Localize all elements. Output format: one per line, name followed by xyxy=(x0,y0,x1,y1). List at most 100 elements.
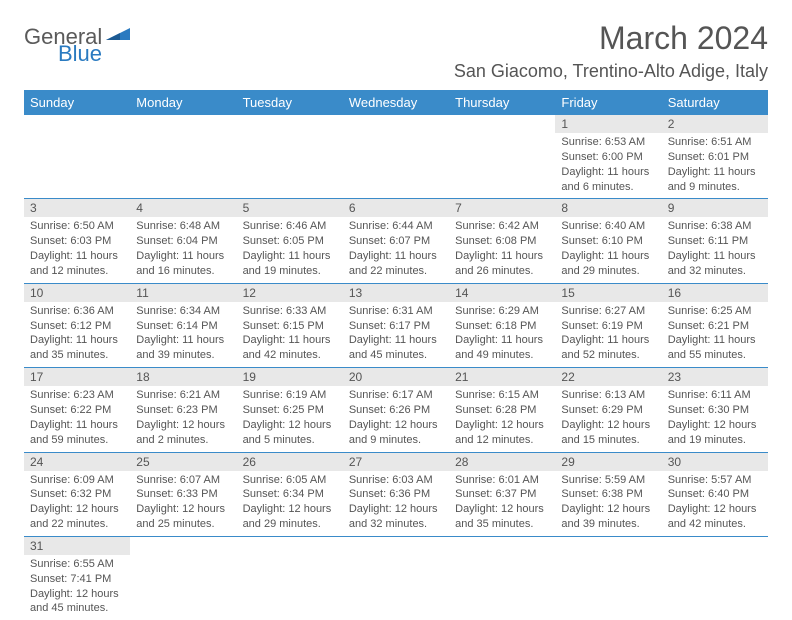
daylight-text: Daylight: 11 hours xyxy=(561,249,655,264)
daylight-text: Daylight: 11 hours xyxy=(668,333,762,348)
sunrise-text: Sunrise: 6:25 AM xyxy=(668,304,762,319)
calendar-week-row: 1Sunrise: 6:53 AMSunset: 6:00 PMDaylight… xyxy=(24,115,768,199)
sunrise-text: Sunrise: 6:29 AM xyxy=(455,304,549,319)
day-details: Sunrise: 6:19 AMSunset: 6:25 PMDaylight:… xyxy=(237,386,343,451)
day-details: Sunrise: 6:11 AMSunset: 6:30 PMDaylight:… xyxy=(662,386,768,451)
daylight-text: and 42 minutes. xyxy=(243,348,337,363)
sunrise-text: Sunrise: 6:36 AM xyxy=(30,304,124,319)
calendar-day-cell: 26Sunrise: 6:05 AMSunset: 6:34 PMDayligh… xyxy=(237,452,343,536)
weekday-header: Monday xyxy=(130,90,236,115)
daylight-text: Daylight: 12 hours xyxy=(30,587,124,602)
day-number: 10 xyxy=(24,284,130,302)
daylight-text: and 32 minutes. xyxy=(349,517,443,532)
calendar-day-cell xyxy=(343,115,449,199)
sunset-text: Sunset: 6:26 PM xyxy=(349,403,443,418)
calendar-day-cell xyxy=(343,536,449,620)
weekday-header-row: Sunday Monday Tuesday Wednesday Thursday… xyxy=(24,90,768,115)
day-details: Sunrise: 6:21 AMSunset: 6:23 PMDaylight:… xyxy=(130,386,236,451)
day-number: 13 xyxy=(343,284,449,302)
day-number: 1 xyxy=(555,115,661,133)
sunrise-text: Sunrise: 6:05 AM xyxy=(243,473,337,488)
weekday-header: Sunday xyxy=(24,90,130,115)
daylight-text: Daylight: 12 hours xyxy=(561,502,655,517)
calendar-day-cell: 19Sunrise: 6:19 AMSunset: 6:25 PMDayligh… xyxy=(237,368,343,452)
calendar-day-cell: 22Sunrise: 6:13 AMSunset: 6:29 PMDayligh… xyxy=(555,368,661,452)
calendar-day-cell: 17Sunrise: 6:23 AMSunset: 6:22 PMDayligh… xyxy=(24,368,130,452)
day-number: 19 xyxy=(237,368,343,386)
daylight-text: and 29 minutes. xyxy=(243,517,337,532)
calendar-day-cell: 8Sunrise: 6:40 AMSunset: 6:10 PMDaylight… xyxy=(555,199,661,283)
weekday-header: Saturday xyxy=(662,90,768,115)
daylight-text: Daylight: 12 hours xyxy=(668,502,762,517)
calendar-day-cell: 7Sunrise: 6:42 AMSunset: 6:08 PMDaylight… xyxy=(449,199,555,283)
sunset-text: Sunset: 6:33 PM xyxy=(136,487,230,502)
day-details: Sunrise: 6:31 AMSunset: 6:17 PMDaylight:… xyxy=(343,302,449,367)
calendar-day-cell: 24Sunrise: 6:09 AMSunset: 6:32 PMDayligh… xyxy=(24,452,130,536)
daylight-text: Daylight: 11 hours xyxy=(136,249,230,264)
day-details: Sunrise: 6:03 AMSunset: 6:36 PMDaylight:… xyxy=(343,471,449,536)
sunset-text: Sunset: 6:12 PM xyxy=(30,319,124,334)
day-details: Sunrise: 6:13 AMSunset: 6:29 PMDaylight:… xyxy=(555,386,661,451)
calendar-day-cell: 6Sunrise: 6:44 AMSunset: 6:07 PMDaylight… xyxy=(343,199,449,283)
sunrise-text: Sunrise: 6:21 AM xyxy=(136,388,230,403)
sunrise-text: Sunrise: 6:38 AM xyxy=(668,219,762,234)
daylight-text: and 9 minutes. xyxy=(349,433,443,448)
calendar-day-cell xyxy=(237,536,343,620)
daylight-text: Daylight: 12 hours xyxy=(243,502,337,517)
daylight-text: and 29 minutes. xyxy=(561,264,655,279)
daylight-text: Daylight: 12 hours xyxy=(243,418,337,433)
day-details: Sunrise: 6:48 AMSunset: 6:04 PMDaylight:… xyxy=(130,217,236,282)
daylight-text: and 19 minutes. xyxy=(243,264,337,279)
daylight-text: Daylight: 11 hours xyxy=(455,333,549,348)
daylight-text: Daylight: 12 hours xyxy=(136,418,230,433)
calendar-day-cell: 3Sunrise: 6:50 AMSunset: 6:03 PMDaylight… xyxy=(24,199,130,283)
sunrise-text: Sunrise: 6:31 AM xyxy=(349,304,443,319)
daylight-text: and 59 minutes. xyxy=(30,433,124,448)
sunrise-text: Sunrise: 6:11 AM xyxy=(668,388,762,403)
sunset-text: Sunset: 6:19 PM xyxy=(561,319,655,334)
daylight-text: and 5 minutes. xyxy=(243,433,337,448)
day-details: Sunrise: 6:55 AMSunset: 7:41 PMDaylight:… xyxy=(24,555,130,620)
calendar-day-cell: 2Sunrise: 6:51 AMSunset: 6:01 PMDaylight… xyxy=(662,115,768,199)
sunset-text: Sunset: 6:14 PM xyxy=(136,319,230,334)
day-number: 15 xyxy=(555,284,661,302)
sunset-text: Sunset: 6:36 PM xyxy=(349,487,443,502)
day-details: Sunrise: 6:15 AMSunset: 6:28 PMDaylight:… xyxy=(449,386,555,451)
calendar-day-cell: 11Sunrise: 6:34 AMSunset: 6:14 PMDayligh… xyxy=(130,283,236,367)
sunset-text: Sunset: 6:15 PM xyxy=(243,319,337,334)
daylight-text: Daylight: 12 hours xyxy=(349,418,443,433)
daylight-text: and 25 minutes. xyxy=(136,517,230,532)
sunset-text: Sunset: 7:41 PM xyxy=(30,572,124,587)
daylight-text: and 26 minutes. xyxy=(455,264,549,279)
day-details: Sunrise: 6:09 AMSunset: 6:32 PMDaylight:… xyxy=(24,471,130,536)
sunset-text: Sunset: 6:30 PM xyxy=(668,403,762,418)
weekday-header: Thursday xyxy=(449,90,555,115)
daylight-text: Daylight: 11 hours xyxy=(30,333,124,348)
calendar-day-cell xyxy=(24,115,130,199)
sunset-text: Sunset: 6:10 PM xyxy=(561,234,655,249)
daylight-text: and 6 minutes. xyxy=(561,180,655,195)
daylight-text: Daylight: 11 hours xyxy=(30,418,124,433)
day-details: Sunrise: 5:59 AMSunset: 6:38 PMDaylight:… xyxy=(555,471,661,536)
sunrise-text: Sunrise: 6:46 AM xyxy=(243,219,337,234)
sunset-text: Sunset: 6:04 PM xyxy=(136,234,230,249)
sunrise-text: Sunrise: 6:17 AM xyxy=(349,388,443,403)
sunset-text: Sunset: 6:37 PM xyxy=(455,487,549,502)
sunset-text: Sunset: 6:29 PM xyxy=(561,403,655,418)
sunset-text: Sunset: 6:34 PM xyxy=(243,487,337,502)
daylight-text: Daylight: 11 hours xyxy=(243,333,337,348)
calendar-day-cell: 9Sunrise: 6:38 AMSunset: 6:11 PMDaylight… xyxy=(662,199,768,283)
daylight-text: and 15 minutes. xyxy=(561,433,655,448)
calendar-day-cell: 16Sunrise: 6:25 AMSunset: 6:21 PMDayligh… xyxy=(662,283,768,367)
daylight-text: and 22 minutes. xyxy=(349,264,443,279)
day-details: Sunrise: 6:07 AMSunset: 6:33 PMDaylight:… xyxy=(130,471,236,536)
sunset-text: Sunset: 6:21 PM xyxy=(668,319,762,334)
daylight-text: Daylight: 11 hours xyxy=(349,333,443,348)
day-details: Sunrise: 6:27 AMSunset: 6:19 PMDaylight:… xyxy=(555,302,661,367)
daylight-text: Daylight: 12 hours xyxy=(561,418,655,433)
calendar-week-row: 31Sunrise: 6:55 AMSunset: 7:41 PMDayligh… xyxy=(24,536,768,620)
day-number: 3 xyxy=(24,199,130,217)
day-details: Sunrise: 6:38 AMSunset: 6:11 PMDaylight:… xyxy=(662,217,768,282)
calendar-day-cell: 27Sunrise: 6:03 AMSunset: 6:36 PMDayligh… xyxy=(343,452,449,536)
sunrise-text: Sunrise: 6:13 AM xyxy=(561,388,655,403)
